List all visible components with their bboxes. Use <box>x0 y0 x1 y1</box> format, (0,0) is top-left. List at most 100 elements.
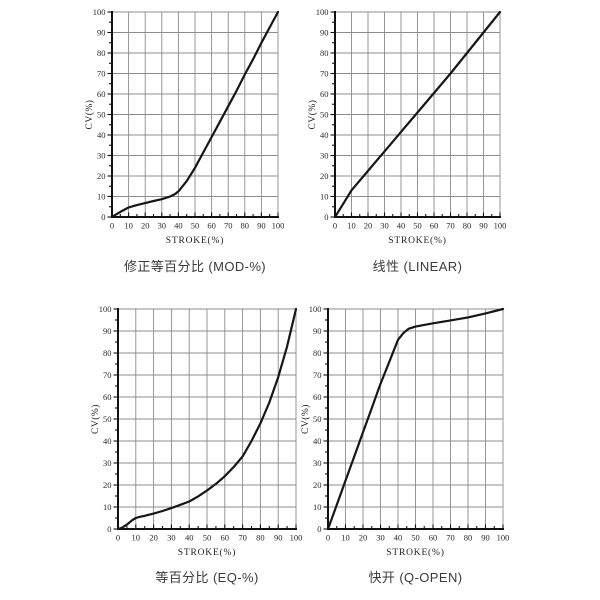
grid <box>112 11 279 217</box>
svg-text:100: 100 <box>497 533 510 543</box>
svg-text:10: 10 <box>313 502 322 512</box>
x-tick-labels: 0 10 20 30 40 50 60 70 80 90 100 <box>333 221 507 231</box>
svg-text:40: 40 <box>103 436 112 446</box>
grid <box>328 308 504 529</box>
svg-text:0: 0 <box>326 533 330 543</box>
y-tick-labels: 0 10 20 30 40 50 60 70 80 90 100 <box>316 7 329 222</box>
svg-text:10: 10 <box>320 191 329 201</box>
svg-text:40: 40 <box>320 130 329 140</box>
x-axis-label: STROKE(%) <box>166 235 224 246</box>
svg-text:50: 50 <box>191 221 200 231</box>
axes <box>334 11 501 218</box>
x-axis-label: STROKE(%) <box>386 547 444 558</box>
grid <box>118 308 297 529</box>
svg-text:70: 70 <box>313 370 322 380</box>
svg-text:50: 50 <box>97 109 106 119</box>
curve-eq-percent <box>116 307 298 531</box>
svg-text:60: 60 <box>207 221 216 231</box>
y-axis-label: CV(%) <box>84 100 95 130</box>
svg-text:50: 50 <box>203 533 212 543</box>
svg-text:90: 90 <box>320 27 329 37</box>
svg-text:0: 0 <box>101 212 105 222</box>
svg-text:30: 30 <box>376 533 385 543</box>
svg-text:90: 90 <box>274 533 283 543</box>
svg-text:80: 80 <box>313 348 322 358</box>
chart-title-linear: 线性 (LINEAR) <box>372 259 463 274</box>
svg-text:30: 30 <box>97 150 106 160</box>
svg-text:60: 60 <box>430 221 439 231</box>
svg-text:0: 0 <box>116 533 120 543</box>
svg-text:70: 70 <box>446 533 455 543</box>
svg-text:20: 20 <box>359 533 368 543</box>
svg-text:50: 50 <box>103 414 112 424</box>
svg-text:70: 70 <box>224 221 233 231</box>
svg-text:100: 100 <box>494 221 507 231</box>
svg-text:100: 100 <box>290 533 303 543</box>
svg-text:60: 60 <box>313 392 322 402</box>
svg-text:80: 80 <box>256 533 265 543</box>
svg-text:40: 40 <box>394 533 403 543</box>
svg-text:70: 70 <box>97 68 106 78</box>
svg-text:30: 30 <box>313 458 322 468</box>
chart-title-q-open: 快开 (Q-OPEN) <box>368 570 463 585</box>
svg-text:40: 40 <box>174 221 183 231</box>
chart-q-open: 0 10 20 30 40 50 60 70 80 90 100 0 10 20 30 40 50 60 70 80 9… <box>300 304 509 558</box>
tick-marks <box>330 11 501 218</box>
axes <box>327 308 504 530</box>
svg-text:10: 10 <box>132 533 141 543</box>
tick-marks <box>107 11 279 218</box>
svg-text:10: 10 <box>103 502 112 512</box>
y-axis-label: CV(%) <box>300 404 311 434</box>
svg-text:70: 70 <box>446 221 455 231</box>
x-tick-labels: 0 10 20 30 40 50 60 70 80 90 100 <box>116 533 303 543</box>
svg-text:100: 100 <box>316 7 329 17</box>
svg-text:30: 30 <box>103 458 112 468</box>
svg-text:50: 50 <box>411 533 420 543</box>
svg-text:60: 60 <box>103 392 112 402</box>
svg-text:80: 80 <box>464 533 473 543</box>
svg-text:40: 40 <box>97 130 106 140</box>
y-tick-labels: 0 10 20 30 40 50 60 70 80 90 100 <box>93 7 106 222</box>
x-tick-labels: 0 10 20 30 40 50 60 70 80 90 100 <box>326 533 510 543</box>
chart-linear: 0 10 20 30 40 50 60 70 80 90 100 0 10 20 30 40 50 60 70 80 9… <box>307 7 506 246</box>
svg-text:90: 90 <box>481 533 490 543</box>
svg-text:80: 80 <box>103 348 112 358</box>
svg-text:80: 80 <box>241 221 250 231</box>
x-axis-label: STROKE(%) <box>178 547 236 558</box>
y-axis-label: CV(%) <box>307 100 318 130</box>
axes <box>111 11 279 218</box>
svg-text:0: 0 <box>324 212 328 222</box>
chart-title-mod-percent: 修正等百分比 (MOD-%) <box>123 259 267 274</box>
grid <box>335 11 501 217</box>
curve-mod-percent <box>110 10 280 219</box>
y-tick-labels: 0 10 20 30 40 50 60 70 80 90 100 <box>99 304 112 534</box>
svg-text:60: 60 <box>97 89 106 99</box>
svg-text:30: 30 <box>320 150 329 160</box>
chart-eq-percent: 0 10 20 30 40 50 60 70 80 90 100 0 10 20 30 40 50 60 70 80 9… <box>90 304 302 558</box>
svg-text:20: 20 <box>149 533 158 543</box>
svg-text:90: 90 <box>103 326 112 336</box>
svg-text:10: 10 <box>341 533 350 543</box>
curve-linear <box>333 10 502 219</box>
chart-title-eq-percent: 等百分比 (EQ-%) <box>155 570 259 585</box>
y-axis-label: CV(%) <box>90 404 101 434</box>
svg-text:50: 50 <box>320 109 329 119</box>
svg-text:70: 70 <box>238 533 247 543</box>
svg-text:100: 100 <box>93 7 106 17</box>
svg-text:90: 90 <box>313 326 322 336</box>
tick-marks <box>323 308 504 530</box>
svg-text:0: 0 <box>317 524 321 534</box>
svg-text:90: 90 <box>97 27 106 37</box>
svg-text:100: 100 <box>272 221 285 231</box>
svg-text:0: 0 <box>107 524 111 534</box>
svg-text:70: 70 <box>320 68 329 78</box>
svg-text:20: 20 <box>141 221 150 231</box>
y-tick-labels: 0 10 20 30 40 50 60 70 80 90 100 <box>309 304 322 534</box>
svg-text:30: 30 <box>380 221 389 231</box>
svg-text:80: 80 <box>97 48 106 58</box>
svg-text:10: 10 <box>347 221 356 231</box>
chart-mod-percent: 0 10 20 30 40 50 60 70 80 90 100 0 10 20 30 40 50 60 70 80 9… <box>84 7 284 246</box>
svg-text:60: 60 <box>221 533 230 543</box>
svg-text:60: 60 <box>320 89 329 99</box>
